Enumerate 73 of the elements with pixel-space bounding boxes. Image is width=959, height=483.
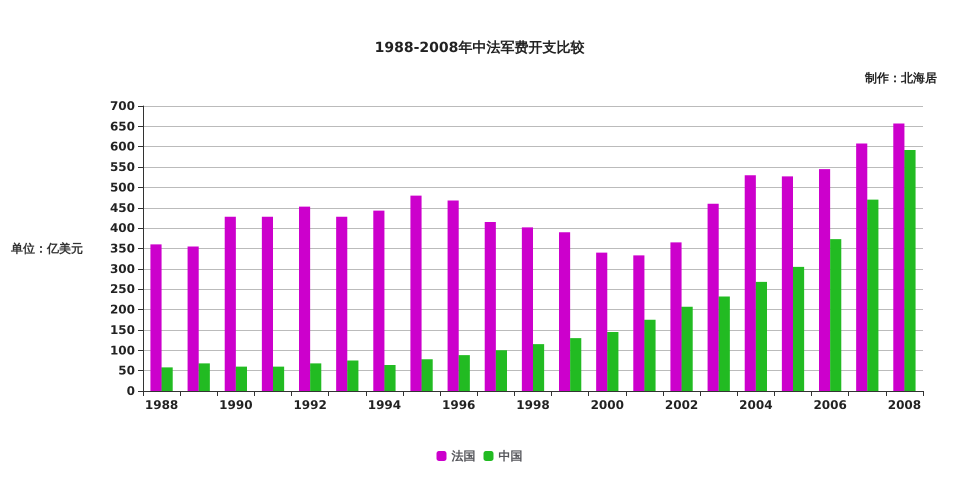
bar bbox=[756, 282, 767, 391]
bar bbox=[347, 360, 358, 391]
y-axis-title: 单位：亿美元 bbox=[10, 242, 83, 256]
bar bbox=[150, 244, 162, 391]
bar bbox=[458, 355, 470, 391]
bar bbox=[299, 206, 310, 391]
legend-label: 法国 bbox=[450, 449, 476, 463]
x-tick-label: 2008 bbox=[888, 398, 922, 412]
chart-title: 1988-2008年中法军费开支比较 bbox=[374, 40, 586, 56]
bar bbox=[819, 169, 830, 391]
x-tick-label: 2004 bbox=[739, 398, 773, 412]
legend-label: 中国 bbox=[498, 449, 522, 463]
bar bbox=[188, 246, 199, 391]
bar bbox=[273, 366, 284, 391]
x-tick-label: 1996 bbox=[442, 398, 476, 412]
y-tick-label: 200 bbox=[110, 302, 135, 317]
y-tick-label: 550 bbox=[110, 160, 135, 174]
bar bbox=[718, 296, 730, 391]
bar bbox=[422, 359, 433, 391]
bar bbox=[198, 363, 210, 391]
x-tick-label: 2002 bbox=[664, 398, 698, 412]
x-tick-label: 2000 bbox=[590, 398, 624, 412]
bar bbox=[793, 266, 804, 391]
x-tick-label: 1988 bbox=[144, 398, 178, 412]
bar bbox=[607, 332, 618, 391]
bar bbox=[867, 200, 878, 391]
y-tick-label: 250 bbox=[110, 282, 135, 296]
y-tick-label: 650 bbox=[110, 119, 135, 134]
bar bbox=[744, 175, 756, 391]
bar bbox=[336, 216, 348, 391]
y-tick-label: 450 bbox=[110, 200, 135, 215]
x-tick-label: 1992 bbox=[293, 398, 327, 412]
bar bbox=[496, 350, 507, 391]
x-tick-label: 1998 bbox=[516, 398, 550, 412]
bar bbox=[373, 210, 384, 391]
bar bbox=[682, 306, 693, 391]
bar bbox=[262, 216, 273, 391]
y-tick-label: 600 bbox=[110, 140, 135, 154]
bar bbox=[570, 338, 582, 391]
y-tick-label: 100 bbox=[110, 343, 135, 358]
y-tick-label: 300 bbox=[110, 262, 135, 276]
bar bbox=[644, 320, 656, 391]
y-tick-label: 400 bbox=[110, 221, 135, 236]
y-tick-label: 0 bbox=[126, 384, 135, 398]
bar bbox=[596, 252, 608, 391]
bar bbox=[670, 242, 682, 391]
bar bbox=[559, 232, 570, 391]
bar bbox=[384, 364, 396, 391]
y-tick-label: 350 bbox=[110, 242, 135, 256]
bar bbox=[633, 255, 644, 391]
bar bbox=[224, 216, 236, 391]
x-tick-label: 1990 bbox=[219, 398, 253, 412]
bar bbox=[830, 239, 842, 391]
bar bbox=[708, 204, 719, 391]
bar bbox=[782, 176, 793, 391]
y-tick-label: 700 bbox=[110, 99, 135, 113]
bar bbox=[533, 344, 544, 391]
bar bbox=[484, 222, 496, 391]
bar bbox=[410, 196, 422, 391]
bar bbox=[310, 363, 322, 391]
bar bbox=[162, 367, 173, 391]
bar bbox=[522, 227, 533, 391]
y-tick-label: 150 bbox=[110, 322, 135, 337]
bar bbox=[448, 200, 459, 391]
x-tick-label: 1994 bbox=[368, 398, 402, 412]
bar bbox=[904, 150, 916, 391]
bar bbox=[893, 124, 904, 391]
y-tick-label: 50 bbox=[118, 364, 135, 378]
bar bbox=[856, 143, 868, 391]
text: 制作：北海居 bbox=[864, 71, 937, 85]
bar bbox=[236, 366, 247, 391]
y-tick-label: 500 bbox=[110, 180, 135, 194]
x-tick-label: 2006 bbox=[813, 398, 847, 412]
